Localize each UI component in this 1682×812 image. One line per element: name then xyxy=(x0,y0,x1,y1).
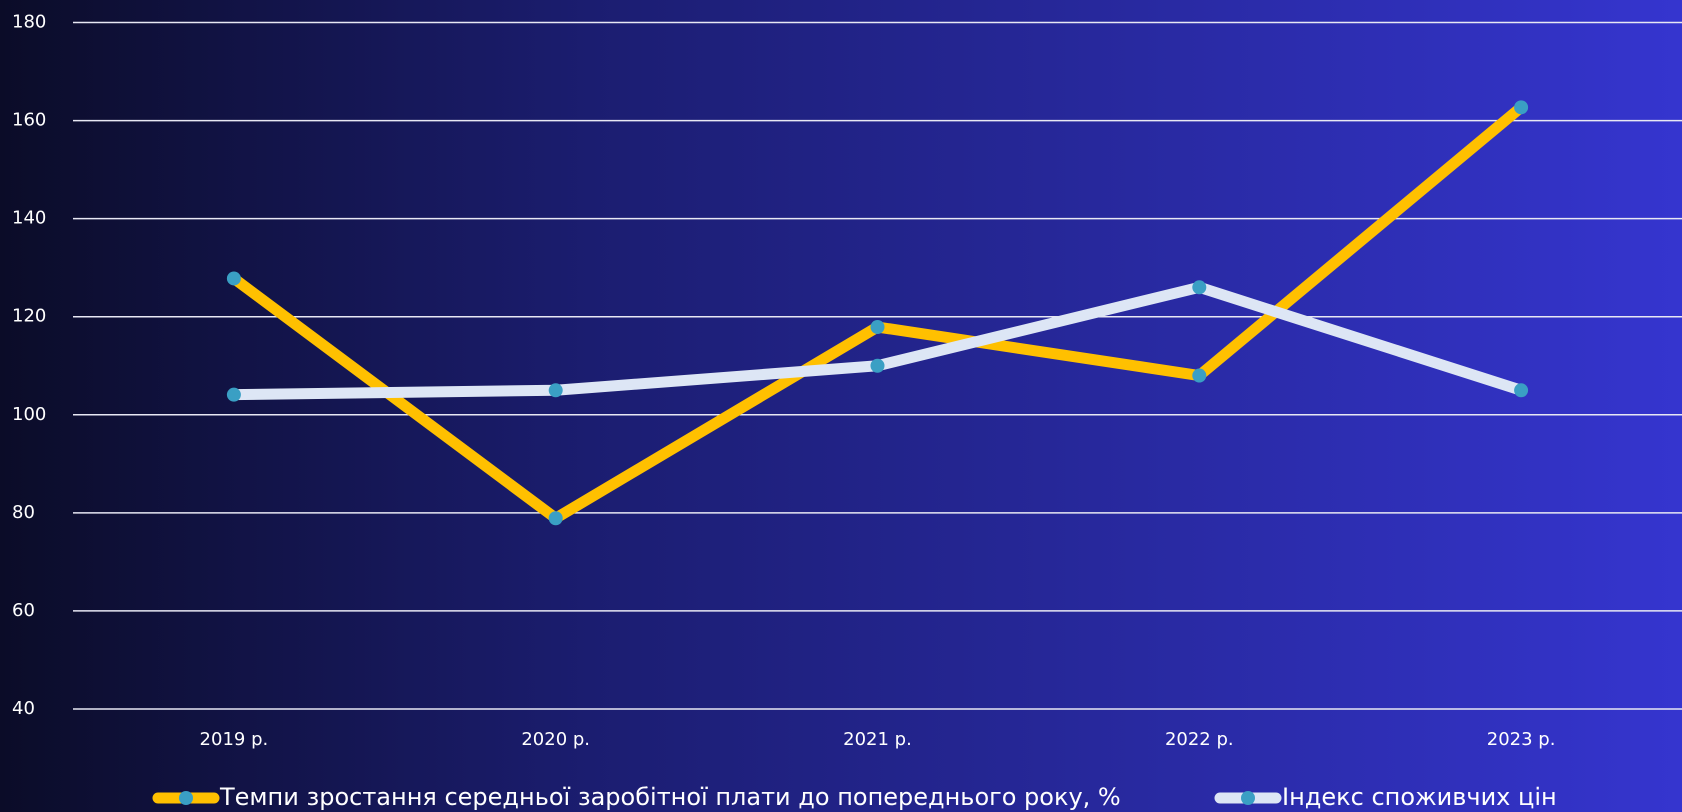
legend-label: Індекс споживчих цін xyxy=(1282,783,1557,811)
y-tick-label: 40 xyxy=(12,698,35,719)
y-tick-label: 180 xyxy=(12,12,46,33)
y-tick-label: 80 xyxy=(12,502,35,523)
marker xyxy=(226,387,241,402)
x-tick-label: 2023 р. xyxy=(1487,729,1556,750)
marker xyxy=(1514,383,1529,398)
marker xyxy=(870,320,885,335)
legend-marker xyxy=(179,791,193,805)
marker xyxy=(548,383,563,398)
y-tick-label: 100 xyxy=(12,404,46,425)
x-tick-label: 2021 р. xyxy=(843,729,912,750)
y-tick-label: 120 xyxy=(12,306,46,327)
y-tick-label: 60 xyxy=(12,600,35,621)
x-tick-label: 2022 р. xyxy=(1165,729,1234,750)
marker xyxy=(226,271,241,286)
x-tick-label: 2019 р. xyxy=(200,729,269,750)
legend-label: Темпи зростання середньої заробітної пла… xyxy=(219,783,1121,811)
marker xyxy=(1192,280,1207,295)
y-tick-label: 160 xyxy=(12,110,46,131)
legend-marker xyxy=(1241,791,1255,805)
marker xyxy=(1514,100,1529,115)
marker xyxy=(1192,368,1207,383)
y-tick-label: 140 xyxy=(12,208,46,229)
x-tick-label: 2020 р. xyxy=(521,729,590,750)
marker xyxy=(548,511,563,526)
marker xyxy=(870,358,885,373)
